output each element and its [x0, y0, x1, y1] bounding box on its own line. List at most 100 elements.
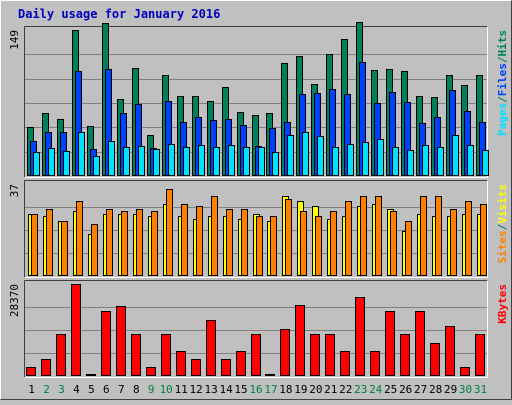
- bar-kbytes-day-27: [415, 311, 425, 376]
- bar-pages-day-25: [392, 147, 399, 176]
- bar-sites-day-14: [226, 209, 233, 276]
- x-tick-label-day-24: 24: [369, 383, 383, 396]
- legend-entry: Visits: [496, 184, 509, 224]
- bar-sites-day-10: [166, 189, 173, 276]
- bar-pages-day-17: [272, 152, 279, 176]
- x-tick-label-day-1: 1: [28, 383, 35, 396]
- bar-pages-day-27: [422, 145, 429, 176]
- bar-kbytes-day-30: [460, 367, 470, 376]
- x-tick-label-day-13: 13: [204, 383, 217, 396]
- bar-sites-day-22: [345, 201, 352, 276]
- legend-entry: Sites: [496, 230, 509, 263]
- bar-pages-day-6: [108, 141, 115, 176]
- bar-sites-day-28: [435, 196, 442, 276]
- bar-sites-day-9: [151, 211, 158, 276]
- legend-entry: KBytes: [496, 284, 509, 324]
- legend-entry: Hits: [496, 30, 509, 57]
- bar-sites-day-3: [61, 221, 68, 276]
- panel-legend: Sites/Visits: [496, 184, 509, 264]
- chart-title: Daily usage for January 2016: [18, 7, 220, 21]
- max-value-label: 37: [8, 184, 21, 197]
- max-value-label: 28370: [8, 284, 21, 317]
- bar-kbytes-day-12: [191, 359, 201, 376]
- bar-kbytes-day-20: [310, 334, 320, 376]
- bar-sites-day-11: [181, 204, 188, 276]
- legend-entry: Pages: [496, 103, 509, 136]
- x-tick-label-day-18: 18: [279, 383, 292, 396]
- bar-pages-day-14: [228, 145, 235, 176]
- bar-kbytes-day-14: [221, 359, 231, 376]
- x-tick-label-day-26: 26: [399, 383, 412, 396]
- bar-kbytes-day-6: [101, 311, 111, 376]
- bar-pages-day-13: [213, 147, 220, 176]
- bar-pages-day-8: [138, 146, 145, 176]
- bar-kbytes-day-19: [295, 305, 305, 376]
- bar-sites-day-25: [390, 211, 397, 276]
- bar-sites-day-18: [285, 199, 292, 276]
- bar-sites-day-7: [121, 211, 128, 276]
- x-tick-label-day-5: 5: [88, 383, 95, 396]
- bar-pages-day-4: [78, 132, 85, 176]
- x-tick-label-day-19: 19: [294, 383, 307, 396]
- bar-kbytes-day-31: [475, 334, 485, 376]
- x-axis-labels: 1 2 3 4 5 6 7 8 9 10 11 12 13 14 15 16 17 18 19 20 21 22 23 24 2…: [28, 383, 487, 396]
- x-tick-label-day-4: 4: [73, 383, 80, 396]
- bar-sites-day-21: [330, 211, 337, 276]
- bar-kbytes-day-29: [445, 326, 455, 376]
- bar-sites-day-19: [300, 211, 307, 276]
- bar-pages-day-26: [407, 150, 414, 176]
- bar-kbytes-day-5: [86, 374, 96, 376]
- bar-sites-day-15: [241, 209, 248, 276]
- bar-pages-day-16: [258, 147, 265, 176]
- bar-kbytes-day-4: [71, 284, 81, 376]
- bar-sites-day-16: [256, 216, 263, 276]
- bar-sites-day-5: [91, 224, 98, 276]
- bar-sites-day-2: [46, 209, 53, 276]
- bar-pages-day-30: [467, 145, 474, 176]
- x-tick-label-day-9: 9: [148, 383, 155, 396]
- bar-pages-day-12: [198, 145, 205, 176]
- x-tick-label-day-15: 15: [234, 383, 247, 396]
- panel-2: 37 Sites/Visits: [8, 180, 509, 278]
- bar-kbytes-day-24: [370, 351, 380, 376]
- bar-pages-day-18: [287, 135, 294, 176]
- bar-pages-day-22: [347, 144, 354, 176]
- legend-entry: /: [496, 56, 509, 63]
- bar-kbytes-day-25: [385, 311, 395, 376]
- bar-kbytes-day-17: [265, 374, 275, 376]
- bar-sites-day-30: [465, 201, 472, 276]
- x-tick-label-day-21: 21: [324, 383, 337, 396]
- x-tick-label-day-25: 25: [384, 383, 397, 396]
- bar-kbytes-day-18: [280, 329, 290, 376]
- x-tick-label-day-3: 3: [58, 383, 65, 396]
- bar-sites-day-20: [315, 216, 322, 276]
- bar-kbytes-day-13: [206, 320, 216, 376]
- bar-sites-day-26: [405, 221, 412, 276]
- bar-sites-day-12: [196, 206, 203, 276]
- bar-sites-day-4: [76, 201, 83, 276]
- bar-pages-day-11: [183, 147, 190, 176]
- bar-pages-day-2: [48, 148, 55, 176]
- max-value-label: 149: [8, 30, 21, 50]
- bar-pages-day-31: [482, 150, 489, 176]
- bar-sites-day-23: [360, 196, 367, 276]
- x-tick-label-day-27: 27: [414, 383, 427, 396]
- bar-kbytes-day-11: [176, 351, 186, 376]
- x-tick-label-day-7: 7: [118, 383, 125, 396]
- legend-entry: Files: [496, 63, 509, 96]
- bar-pages-day-24: [377, 139, 384, 176]
- bar-pages-day-5: [93, 156, 100, 176]
- bar-pages-day-21: [332, 147, 339, 176]
- panel-legend: Pages/Files/Hits: [496, 30, 509, 136]
- bar-pages-day-20: [317, 136, 324, 176]
- bar-pages-day-9: [153, 149, 160, 176]
- bar-kbytes-day-28: [430, 343, 440, 376]
- bar-pages-day-28: [437, 147, 444, 176]
- bar-sites-day-8: [136, 209, 143, 276]
- x-tick-label-day-30: 30: [459, 383, 472, 396]
- x-tick-label-day-22: 22: [339, 383, 352, 396]
- x-tick-label-day-14: 14: [219, 383, 233, 396]
- legend-entry: /: [496, 96, 509, 103]
- bar-kbytes-day-16: [251, 334, 261, 376]
